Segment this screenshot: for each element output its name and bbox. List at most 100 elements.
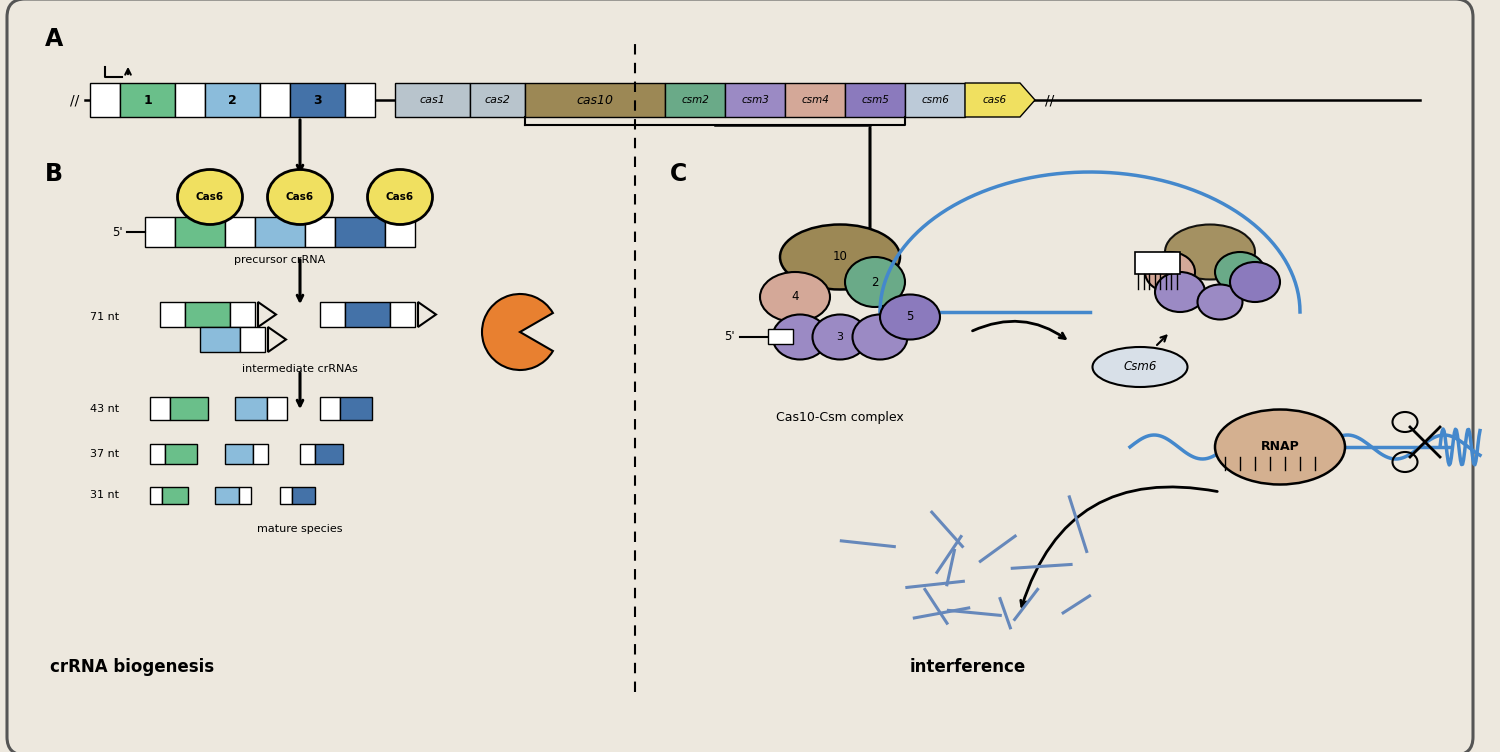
Text: cas2: cas2 [484, 95, 510, 105]
Text: intermediate crRNAs: intermediate crRNAs [242, 364, 358, 374]
Bar [390, 302, 416, 327]
Text: csm3: csm3 [741, 95, 770, 105]
Ellipse shape [368, 169, 432, 225]
Bar [260, 83, 290, 117]
Text: 4: 4 [792, 290, 798, 304]
Text: cas10: cas10 [576, 93, 614, 107]
Ellipse shape [1197, 284, 1242, 320]
Text: 2: 2 [228, 93, 237, 107]
Bar [150, 444, 165, 464]
Bar [255, 217, 304, 247]
Ellipse shape [177, 169, 243, 225]
Bar [345, 302, 390, 327]
Text: 43 nt: 43 nt [90, 404, 118, 414]
Bar [90, 83, 120, 117]
Bar [240, 327, 266, 352]
Bar [470, 83, 525, 117]
Text: csm5: csm5 [861, 95, 889, 105]
Bar [254, 444, 268, 464]
Ellipse shape [1215, 410, 1346, 484]
Wedge shape [482, 294, 554, 370]
Bar [176, 217, 225, 247]
Text: mature species: mature species [258, 524, 342, 534]
Ellipse shape [844, 257, 904, 307]
Bar [120, 83, 176, 117]
Bar [225, 444, 254, 464]
Ellipse shape [780, 225, 900, 290]
Bar [184, 302, 230, 327]
Bar [340, 397, 372, 420]
Text: //: // [1046, 93, 1054, 107]
Bar [146, 217, 176, 247]
Bar [784, 83, 844, 117]
Text: 71 nt: 71 nt [90, 312, 118, 322]
Text: cas6: cas6 [982, 95, 1006, 105]
Bar [162, 487, 188, 504]
Bar [170, 397, 208, 420]
Text: 1: 1 [142, 93, 152, 107]
Ellipse shape [1144, 252, 1196, 292]
Text: 3: 3 [837, 332, 843, 342]
Bar [1136, 252, 1180, 274]
Text: 5': 5' [112, 226, 123, 238]
Bar [386, 217, 416, 247]
Bar [304, 217, 334, 247]
Bar [165, 444, 196, 464]
Text: C: C [670, 162, 687, 186]
Ellipse shape [813, 314, 867, 359]
Ellipse shape [852, 314, 907, 359]
Text: interference: interference [910, 658, 1026, 676]
Text: RNAP: RNAP [1260, 441, 1299, 453]
Text: 3: 3 [314, 93, 322, 107]
Bar [768, 329, 794, 344]
Text: A: A [45, 27, 63, 51]
Bar [206, 83, 260, 117]
Text: 5': 5' [724, 330, 735, 344]
Text: //: // [70, 93, 80, 107]
Text: csm4: csm4 [801, 95, 830, 105]
Text: Cas10-Csm complex: Cas10-Csm complex [776, 411, 904, 423]
Ellipse shape [1092, 347, 1188, 387]
Ellipse shape [1215, 252, 1264, 292]
Bar [200, 327, 240, 352]
Ellipse shape [1155, 272, 1204, 312]
Bar [238, 487, 250, 504]
Bar [724, 83, 784, 117]
Text: csm6: csm6 [921, 95, 950, 105]
Text: cas1: cas1 [420, 95, 446, 105]
Bar [292, 487, 315, 504]
FancyBboxPatch shape [8, 0, 1473, 752]
Bar [280, 487, 292, 504]
Bar [345, 83, 375, 117]
Bar [394, 83, 470, 117]
Bar [320, 397, 340, 420]
Bar [315, 444, 344, 464]
Bar [334, 217, 386, 247]
Bar [236, 397, 267, 420]
Text: precursor crRNA: precursor crRNA [234, 255, 326, 265]
Bar [225, 217, 255, 247]
Bar [664, 83, 724, 117]
Polygon shape [964, 83, 1035, 117]
Bar [214, 487, 238, 504]
Bar [150, 487, 162, 504]
Ellipse shape [760, 272, 830, 322]
Text: Cas6: Cas6 [286, 192, 314, 202]
Ellipse shape [1166, 225, 1256, 280]
Bar [844, 83, 904, 117]
Ellipse shape [880, 295, 940, 339]
Text: 10: 10 [833, 250, 848, 263]
Text: csm2: csm2 [681, 95, 710, 105]
Text: 5: 5 [906, 311, 914, 323]
Text: crRNA biogenesis: crRNA biogenesis [50, 658, 214, 676]
Bar [290, 83, 345, 117]
Bar [320, 302, 345, 327]
Text: Csm6: Csm6 [1124, 360, 1156, 374]
Text: 2: 2 [871, 275, 879, 289]
Bar [160, 302, 184, 327]
Bar [150, 397, 170, 420]
Ellipse shape [772, 314, 828, 359]
Bar [267, 397, 286, 420]
Text: 37 nt: 37 nt [90, 449, 118, 459]
Bar [176, 83, 206, 117]
